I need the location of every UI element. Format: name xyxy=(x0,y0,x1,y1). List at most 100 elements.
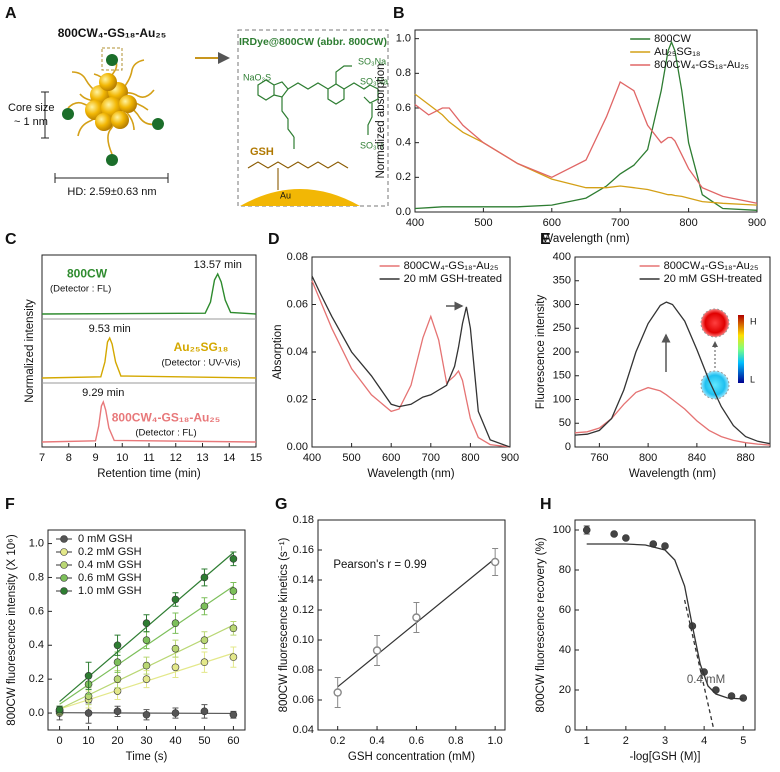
series-line xyxy=(574,386,771,446)
legend-swatch xyxy=(60,574,68,582)
data-point xyxy=(142,710,151,719)
panel-label: F xyxy=(5,496,15,513)
gold-core xyxy=(85,73,137,131)
x-tick-label: 800 xyxy=(679,217,697,229)
x-tick-label: 10 xyxy=(82,735,94,747)
panel-label: E xyxy=(540,231,551,248)
x-axis-label: Time (s) xyxy=(126,751,168,763)
data-point xyxy=(171,595,180,604)
x-tick-label: 880 xyxy=(736,452,754,464)
x-axis-label: -log[GSH (M)] xyxy=(630,751,701,763)
y-tick-label: 400 xyxy=(553,251,571,263)
data-point xyxy=(229,587,238,595)
y-tick-label: 0.04 xyxy=(287,346,308,358)
detector-label: (Detector : FL) xyxy=(50,284,111,295)
y-axis-label: 800CW fluorescence recovery (%) xyxy=(535,537,547,712)
x-axis-label: Wavelength (nm) xyxy=(542,233,629,245)
y-tick-label: 100 xyxy=(553,524,571,536)
legend-label: 20 mM GSH-treated xyxy=(664,273,762,285)
y-tick-label: 200 xyxy=(553,346,571,358)
series-name: 800CW₄-GS₁₈-Au₂₅ xyxy=(112,410,220,424)
series-line xyxy=(41,400,257,443)
detector-label: (Detector : FL) xyxy=(135,428,196,439)
x-tick-label: 30 xyxy=(140,735,152,747)
gsh-label: GSH xyxy=(250,146,274,158)
group-label: SO₃H xyxy=(360,140,383,150)
y-tick-label: 80 xyxy=(559,564,571,576)
data-point xyxy=(622,534,630,542)
y-tick-label: 0.8 xyxy=(29,571,44,583)
x-axis-label: Wavelength (nm) xyxy=(367,468,454,480)
x-tick-label: 500 xyxy=(342,452,360,464)
group-label: SO₃Na xyxy=(360,76,388,86)
y-tick-label: 0.4 xyxy=(396,137,411,149)
data-point xyxy=(661,542,669,550)
data-point xyxy=(113,641,122,650)
data-point xyxy=(200,707,209,716)
data-point xyxy=(84,709,93,717)
y-tick-label: 60 xyxy=(559,604,571,616)
legend-label: 800CW₄-GS₁₈-Au₂₅ xyxy=(654,59,749,71)
data-point xyxy=(712,686,720,694)
fit-curve xyxy=(683,599,715,731)
plot-frame xyxy=(414,29,758,213)
x-tick-label: 800 xyxy=(461,452,479,464)
x-tick-label: 7 xyxy=(39,452,45,464)
legend-label: 0.4 mM GSH xyxy=(78,559,142,571)
x-tick-label: 900 xyxy=(748,217,766,229)
peak-label: 9.29 min xyxy=(82,387,124,399)
legend-label: 0.6 mM GSH xyxy=(78,572,142,584)
data-point xyxy=(55,705,64,714)
y-tick-label: 0.2 xyxy=(29,673,44,685)
core-label: Core size xyxy=(8,102,54,114)
x-tick-label: 0.6 xyxy=(409,735,424,747)
gsh-structure xyxy=(247,161,349,190)
high-spot xyxy=(700,308,730,338)
x-tick-label: 0.4 xyxy=(369,735,384,747)
y-axis-label: Absorption xyxy=(272,325,284,380)
y-tick-label: 150 xyxy=(553,370,571,382)
data-point xyxy=(171,644,180,653)
hd-label: HD: 2.59±0.63 nm xyxy=(67,186,156,198)
y-tick-label: 0.0 xyxy=(29,707,44,719)
colorbar-label: H xyxy=(750,316,757,326)
data-point xyxy=(412,613,421,622)
y-tick-label: 0.12 xyxy=(293,604,314,616)
data-point xyxy=(490,557,500,567)
peak-label: 13.57 min xyxy=(194,259,242,271)
y-axis-label: 800CW fluorescence kinetics (s⁻¹) xyxy=(278,537,290,712)
series-line xyxy=(574,301,771,445)
y-axis-label: Fluorescence intensity xyxy=(535,295,547,410)
x-tick-label: 14 xyxy=(223,452,235,464)
y-tick-label: 0.00 xyxy=(287,441,308,453)
data-point xyxy=(333,688,342,697)
x-tick-label: 8 xyxy=(66,452,72,464)
y-tick-label: 350 xyxy=(553,275,571,287)
x-tick-label: 400 xyxy=(303,452,321,464)
x-tick-label: 1.0 xyxy=(488,735,503,747)
x-tick-label: 60 xyxy=(227,735,239,747)
data-point xyxy=(113,675,122,683)
y-axis-label: 800CW fluorescence intensity (X 10⁶) xyxy=(6,534,18,726)
data-point xyxy=(200,636,209,644)
data-point xyxy=(372,646,382,655)
y-tick-label: 0.16 xyxy=(293,544,314,556)
series-line xyxy=(41,336,257,379)
cluster-label: 800CW₄-GS₁₈-Au₂₅ xyxy=(58,26,166,40)
data-point xyxy=(229,710,238,719)
panel-label: C xyxy=(5,231,17,248)
x-tick-label: 400 xyxy=(406,217,424,229)
legend-label: 20 mM GSH-treated xyxy=(404,273,502,285)
x-tick-label: 1 xyxy=(584,735,590,747)
legend-label: 800CW xyxy=(654,33,691,45)
y-tick-label: 0.6 xyxy=(396,102,411,114)
x-tick-label: 0.8 xyxy=(448,735,463,747)
data-point xyxy=(171,663,180,672)
x-tick-label: 900 xyxy=(501,452,519,464)
x-axis-label: Retention time (min) xyxy=(97,468,201,480)
y-tick-label: 0.2 xyxy=(396,171,411,183)
y-axis-label: Normalized intensity xyxy=(24,299,36,403)
